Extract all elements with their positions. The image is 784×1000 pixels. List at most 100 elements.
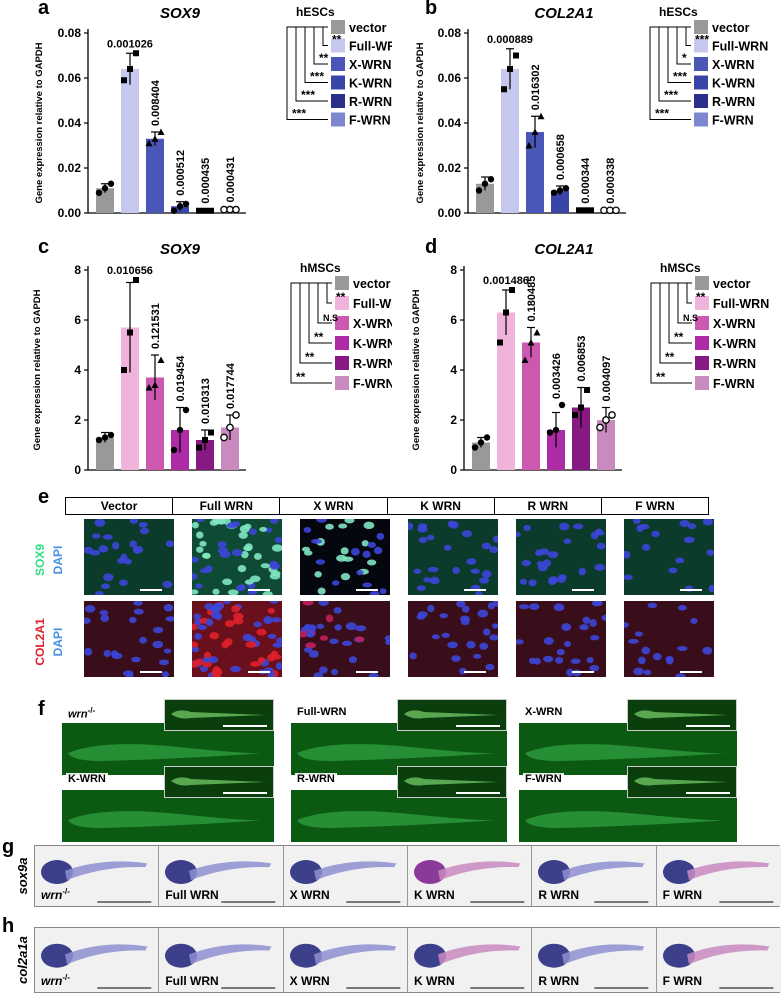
bar-full-wrn [501,69,519,213]
legend-label: Full-WRN [712,40,768,54]
y-tick-label: 0.08 [438,26,462,40]
legend-title: hESCs [659,5,698,19]
y-axis-label: Gene expression relative to GAPDH [411,289,422,450]
data-point [503,309,509,316]
data-point [121,367,127,373]
bar-chart-a: SOX9 Gene expression relative to GAPDH 0.0… [34,5,392,220]
legend-swatch [694,20,708,34]
data-point [481,180,489,187]
data-point [513,52,519,59]
row-label-col2a1-dapi: COL2A1 DAPI [30,604,78,680]
data-point [202,207,208,214]
y-tick-label: 6 [74,313,81,327]
data-point [176,426,184,434]
data-point [558,401,566,409]
chart-title: SOX9 [160,5,201,22]
sox9-dapi-image [516,519,606,595]
fluorescence-label: R-WRN [295,773,337,785]
data-point [133,277,139,283]
fluorescence-image-f-wrn [519,790,737,842]
p-value-label: 0.000889 [487,34,533,46]
counterstain-label: DAPI [51,545,65,575]
bar-x-wrn [526,132,544,213]
data-point [95,436,103,444]
data-point [127,66,133,72]
data-point [501,86,507,93]
y-tick-label: 0.02 [438,161,462,175]
y-tick-label: 0.04 [58,116,82,130]
panel-label-d: d [425,236,438,258]
y-tick-label: 0 [74,463,81,477]
data-point [552,426,560,434]
embryo-label: X WRN [289,888,330,902]
marker-label: SOX9 [33,544,47,577]
significance-bracket [650,282,692,384]
p-value-label: 0.000435 [200,158,212,204]
chart-title: COL2A1 [534,241,593,258]
bar-r-wrn [572,407,590,470]
column-header-x-wrn: X WRN [280,498,388,514]
data-point [576,207,582,214]
legend-label: X-WRN [353,317,392,331]
significance-bracket [322,26,328,46]
p-value-label: 0.019454 [175,355,187,402]
data-point [157,128,165,135]
significance-label: *** [301,88,315,102]
significance-label: *** [310,70,324,84]
chart-title: SOX9 [160,241,201,258]
legend-label: R-WRN [712,95,755,109]
y-tick-label: 0.04 [438,116,462,130]
bar-chart-d: COL2A1 Gene expression relative to GAPDH 0… [411,241,769,477]
data-point [483,434,491,441]
significance-label: N.S [683,313,698,323]
legend-label: Full-WRN [349,40,392,54]
data-point [182,200,190,208]
y-tick-label: 0.00 [438,206,462,220]
significance-label: ** [305,350,315,364]
sox9-dapi-image [192,519,282,595]
data-point [525,142,533,149]
significance-label: ** [314,330,324,344]
legend-label: F-WRN [713,377,755,391]
legend-label: Full-WRN [353,297,392,311]
legend-label: vector [712,21,750,35]
legend-swatch [335,296,349,310]
p-value-label: 0.010313 [200,378,212,424]
bar-k-wrn [551,190,569,213]
legend-swatch [694,75,708,90]
panel-label-c: c [38,236,50,258]
data-point [232,411,240,419]
col2a1-dapi-image [408,601,498,677]
data-point [196,444,202,451]
data-point [145,139,153,147]
panel-label-g: g [2,836,15,858]
fluorescence-image-k-wrn [62,790,274,842]
sox9-dapi-image [84,519,174,595]
significance-bracket [686,282,692,304]
data-point [507,66,513,72]
y-tick-label: 0 [450,463,457,477]
data-point [133,50,139,57]
y-tick-label: 8 [450,263,457,277]
fluorescence-label: K-WRN [66,773,108,785]
significance-label: ** [656,370,666,384]
sox9-dapi-image [408,519,498,595]
embryo-image-6: F WRN [656,846,781,906]
legend-label: vector [353,277,391,291]
legend-swatch [695,316,709,330]
embryo-label: R WRN [538,974,579,988]
y-axis-label: Gene expression relative to GAPDH [415,42,426,203]
data-point [556,187,564,194]
data-point [208,429,214,436]
panel-label-h: h [2,915,15,937]
significance-label: ** [696,290,706,304]
legend-swatch [694,94,708,108]
legend-swatch [694,38,708,53]
embryo-label: Full WRN [165,888,219,902]
legend-label: K-WRN [713,337,756,351]
y-tick-label: 0.06 [438,71,462,85]
y-tick-label: 2 [74,413,81,427]
p-value-label: 0.004097 [601,356,613,402]
significance-bracket [286,26,328,120]
legend-label: R-WRN [349,95,392,109]
